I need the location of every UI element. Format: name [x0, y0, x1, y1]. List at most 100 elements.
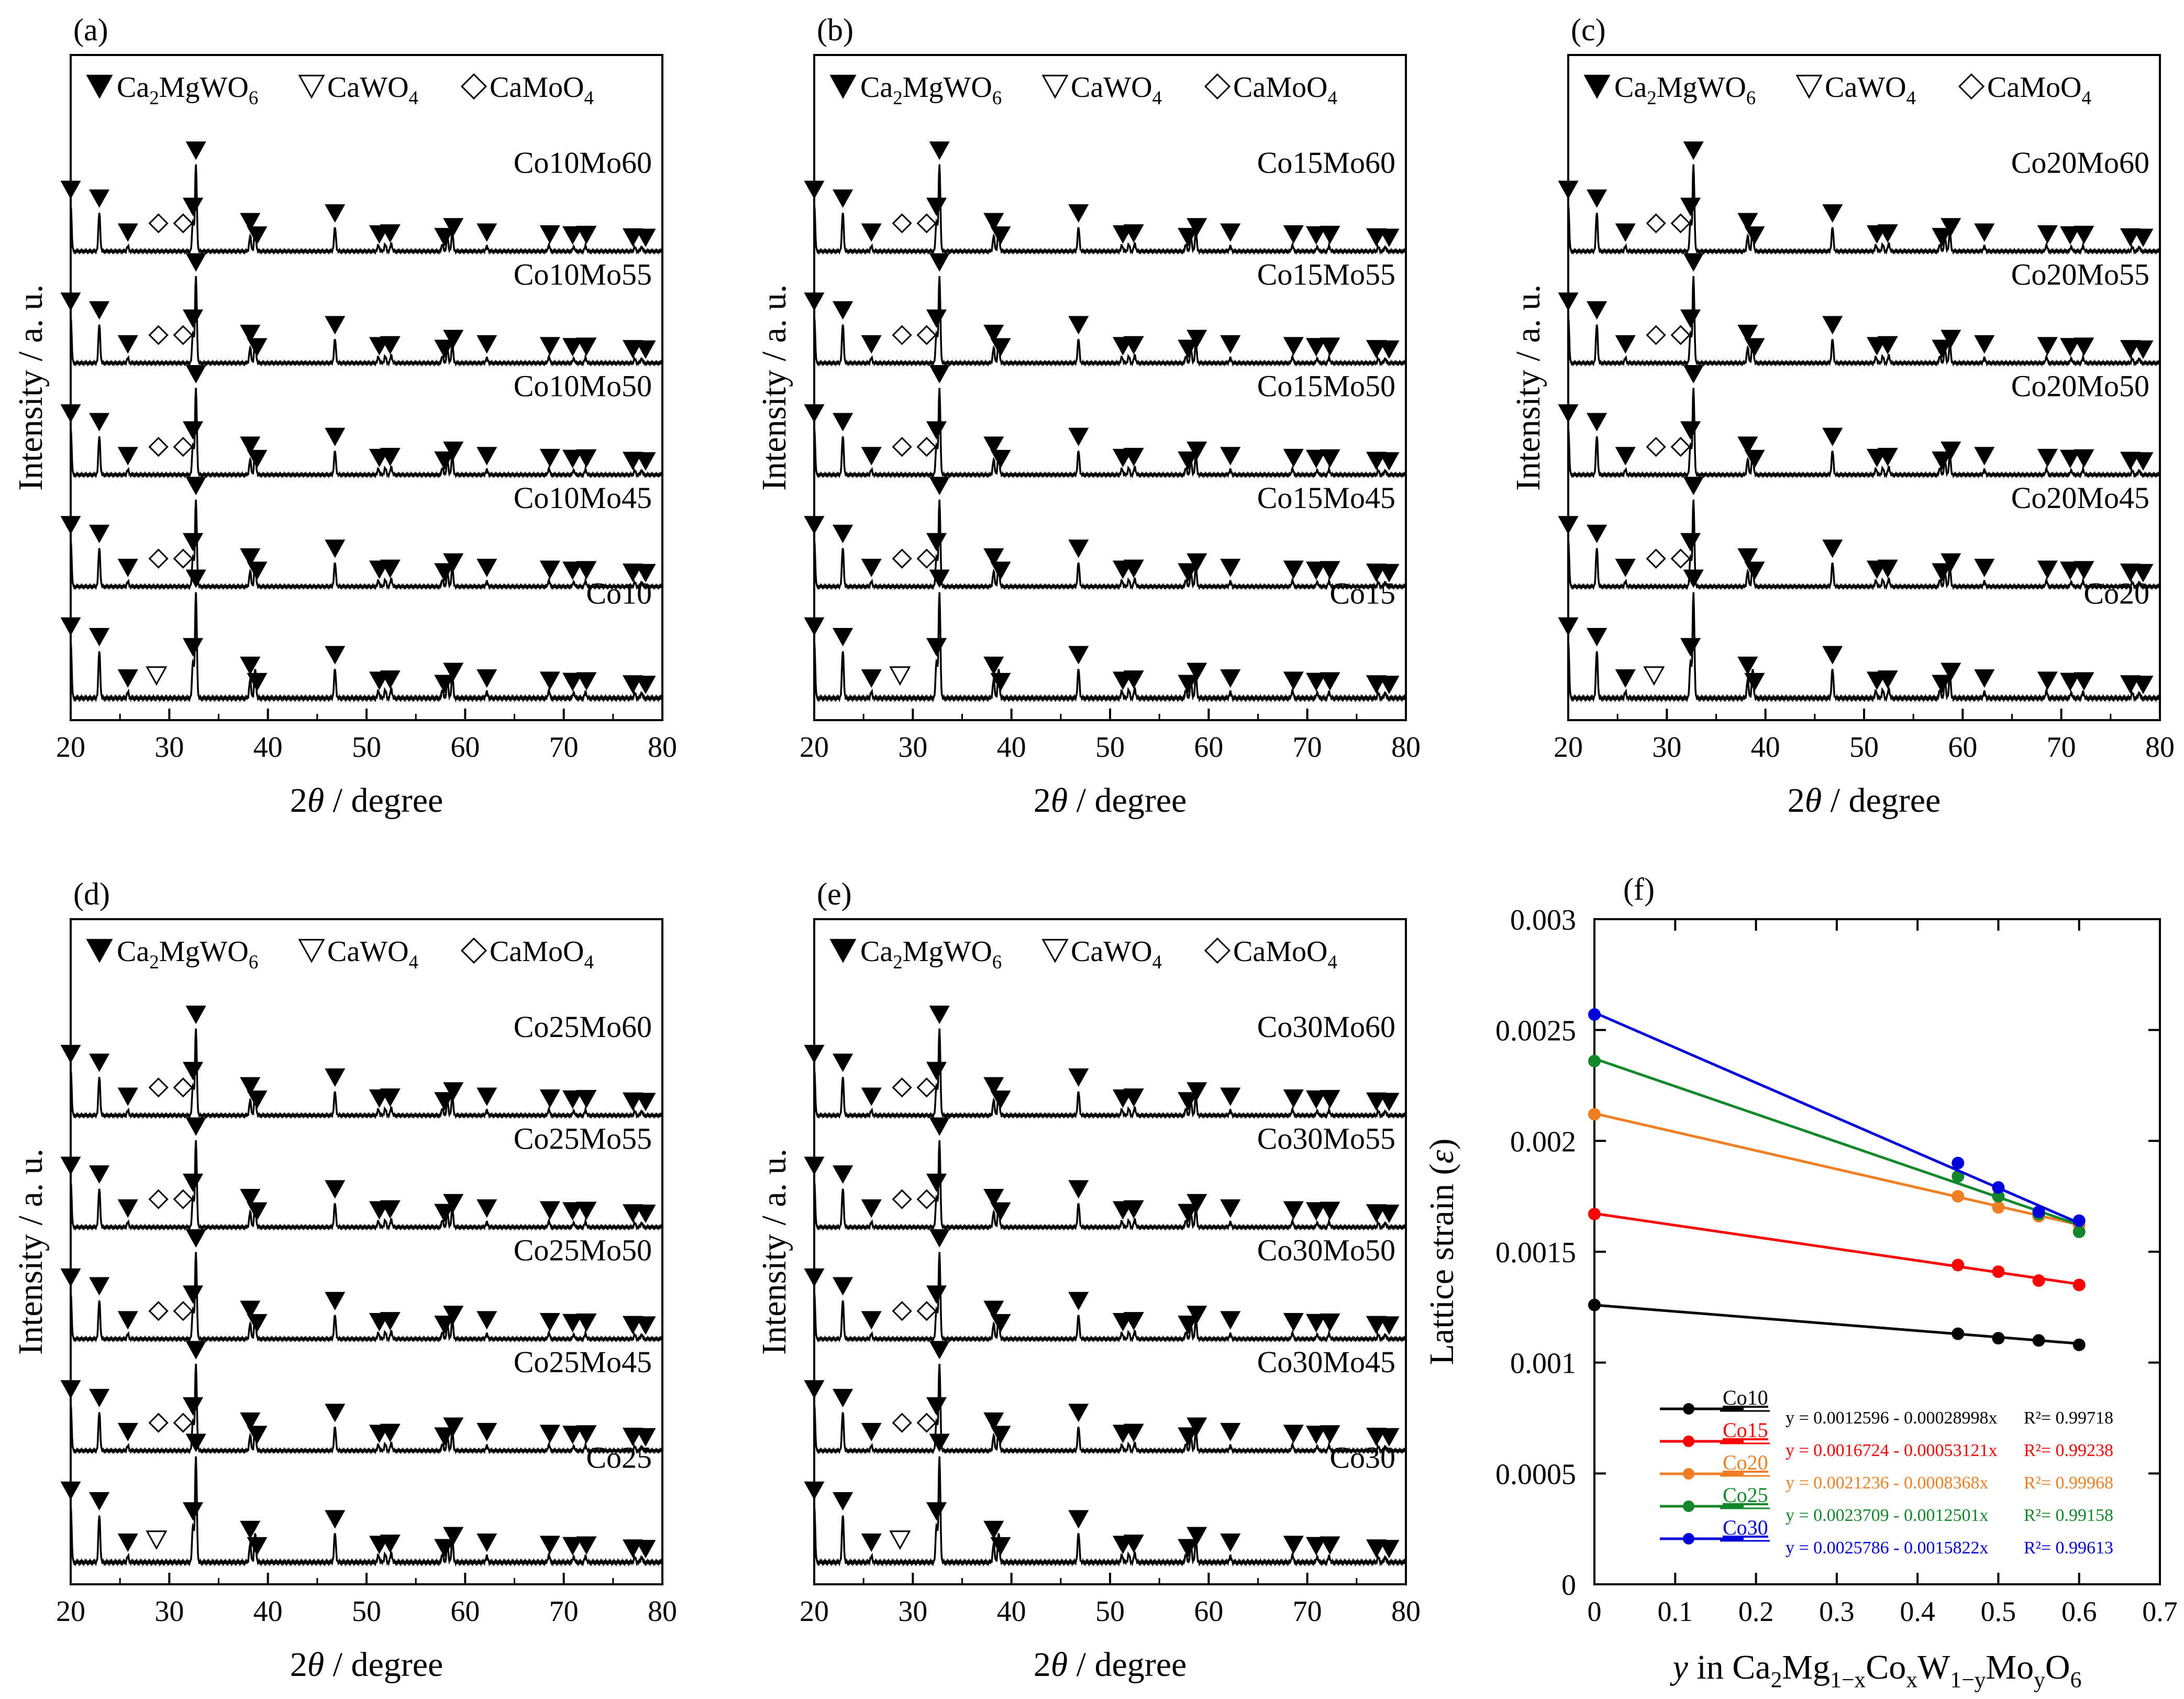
camoo4-peak-marker	[916, 1189, 937, 1209]
xrd-panel-c: (c)Ca2MgWO6 CaWO4 CaMoO4 Co20Mo60 Co20Mo55 Co…	[1509, 13, 2175, 820]
ca2mgwo6-peak-marker	[1123, 336, 1144, 355]
x-tick-label: 0	[1588, 1596, 1602, 1627]
x-axis-title: y in Ca2Mg1−xCoxW1−yMoyO6	[1670, 1648, 2082, 1693]
ca2mgwo6-peak-marker	[2060, 561, 2081, 580]
legend-camoo4-marker	[1204, 73, 1231, 100]
ca2mgwo6-peak-marker	[1187, 663, 1207, 681]
data-point-co10	[1952, 1327, 1965, 1340]
y-axis-title: Intensity / a. u.	[1509, 284, 1547, 491]
ca2mgwo6-peak-marker	[1283, 1536, 1304, 1554]
ca2mgwo6-peak-marker	[89, 1165, 110, 1184]
fit-line-co10	[1594, 1304, 2079, 1345]
ca2mgwo6-peak-marker	[929, 1006, 950, 1024]
legend-cawo4-marker	[298, 74, 325, 99]
ca2mgwo6-peak-marker	[926, 1285, 947, 1304]
ca2mgwo6-peak-marker	[804, 1481, 825, 1500]
ca2mgwo6-peak-marker	[562, 449, 583, 468]
camoo4-peak-marker	[892, 548, 912, 569]
ca2mgwo6-peak-marker	[1822, 204, 1843, 223]
xrd-trace	[813, 276, 1407, 367]
x-tick-label: 50	[352, 1595, 381, 1628]
ca2mgwo6-peak-marker	[2060, 672, 2081, 691]
xrd-trace	[813, 1140, 1407, 1231]
ca2mgwo6-peak-marker	[1068, 204, 1089, 223]
data-point-co10	[2032, 1334, 2045, 1347]
legend-equation: y = 0.0012596 - 0.00028998x	[1786, 1408, 1998, 1428]
ca2mgwo6-peak-marker	[443, 442, 464, 460]
legend-ca2mgwo6-label: Ca2MgWO6	[860, 71, 1002, 108]
ca2mgwo6-peak-marker	[443, 663, 464, 681]
ca2mgwo6-peak-marker	[990, 1090, 1011, 1109]
ca2mgwo6-peak-marker	[1187, 1082, 1207, 1101]
ca2mgwo6-peak-marker	[1187, 1306, 1207, 1325]
ca2mgwo6-peak-marker	[476, 1199, 497, 1218]
ca2mgwo6-peak-marker	[185, 1006, 206, 1024]
ca2mgwo6-peak-marker	[804, 516, 825, 535]
ca2mgwo6-peak-marker	[1615, 335, 1636, 354]
ca2mgwo6-peak-marker	[325, 1510, 346, 1529]
ca2mgwo6-peak-marker	[380, 1424, 401, 1442]
x-tick-label: 70	[2047, 731, 2076, 764]
sample-label: Co15Mo45	[1257, 481, 1395, 515]
y-tick-label: 0.001	[1510, 1348, 1576, 1380]
ca2mgwo6-peak-marker	[990, 226, 1011, 245]
data-point-co30	[2032, 1205, 2045, 1218]
xrd-trace	[813, 388, 1407, 479]
legend-cawo4-marker	[1041, 939, 1069, 963]
ca2mgwo6-peak-marker	[1306, 1537, 1327, 1555]
ca2mgwo6-peak-marker	[1379, 1540, 1400, 1559]
legend-ca2mgwo6-marker	[829, 74, 857, 99]
ca2mgwo6-peak-marker	[861, 1087, 882, 1106]
camoo4-peak-marker	[1646, 325, 1666, 345]
ca2mgwo6-peak-marker	[926, 1062, 947, 1080]
ca2mgwo6-peak-marker	[861, 1422, 882, 1442]
x-tick-label: 20	[56, 1595, 85, 1628]
ca2mgwo6-peak-marker	[182, 1397, 204, 1416]
y-axis-title: Intensity / a. u.	[12, 284, 50, 491]
ca2mgwo6-peak-marker	[1683, 141, 1704, 160]
sample-label: Co30	[1329, 1441, 1395, 1475]
ca2mgwo6-peak-marker	[804, 617, 825, 636]
y-axis-title: Lattice strain (ε)	[1423, 1139, 1461, 1365]
ca2mgwo6-peak-marker	[1615, 669, 1636, 688]
camoo4-peak-marker	[148, 437, 169, 457]
data-point-co15	[1952, 1259, 1965, 1272]
camoo4-peak-marker	[173, 1189, 193, 1209]
data-point-co25	[2072, 1225, 2086, 1238]
x-tick-label: 80	[1391, 731, 1421, 764]
ca2mgwo6-peak-marker	[1680, 197, 1701, 216]
x-tick-label: 60	[1194, 1595, 1223, 1628]
ca2mgwo6-peak-marker	[804, 181, 825, 200]
ca2mgwo6-peak-marker	[861, 1311, 882, 1330]
ca2mgwo6-peak-marker	[990, 1426, 1011, 1444]
xrd-trace	[1567, 592, 2161, 703]
ca2mgwo6-peak-marker	[1068, 1292, 1089, 1310]
sample-label: Co20Mo50	[2011, 369, 2149, 403]
ca2mgwo6-peak-marker	[929, 1117, 950, 1136]
cawo4-peak-marker	[889, 1530, 911, 1550]
legend-cawo4-marker	[298, 939, 325, 963]
ca2mgwo6-peak-marker	[990, 1202, 1011, 1221]
ca2mgwo6-peak-marker	[380, 559, 401, 578]
camoo4-peak-marker	[916, 1077, 937, 1098]
ca2mgwo6-peak-marker	[622, 1539, 644, 1558]
data-point-co20	[1992, 1201, 2005, 1214]
panel-label: (d)	[73, 877, 110, 911]
ca2mgwo6-peak-marker	[89, 413, 110, 432]
ca2mgwo6-peak-marker	[1123, 559, 1144, 578]
ca2mgwo6-peak-marker	[1822, 646, 1843, 665]
ca2mgwo6-peak-marker	[325, 1404, 346, 1422]
ca2mgwo6-peak-marker	[861, 223, 882, 242]
ca2mgwo6-peak-marker	[2120, 228, 2141, 247]
x-tick-label: 30	[1652, 731, 1681, 764]
xrd-trace	[70, 276, 663, 367]
xrd-trace	[813, 1252, 1407, 1343]
ca2mgwo6-peak-marker	[1941, 442, 1961, 460]
data-point-co15	[1588, 1208, 1601, 1221]
ca2mgwo6-peak-marker	[929, 141, 950, 160]
ca2mgwo6-peak-marker	[434, 339, 455, 358]
ca2mgwo6-peak-marker	[1178, 675, 1199, 693]
ca2mgwo6-peak-marker	[117, 223, 138, 242]
panel-label: (b)	[817, 13, 853, 47]
ca2mgwo6-peak-marker	[1320, 1313, 1340, 1332]
